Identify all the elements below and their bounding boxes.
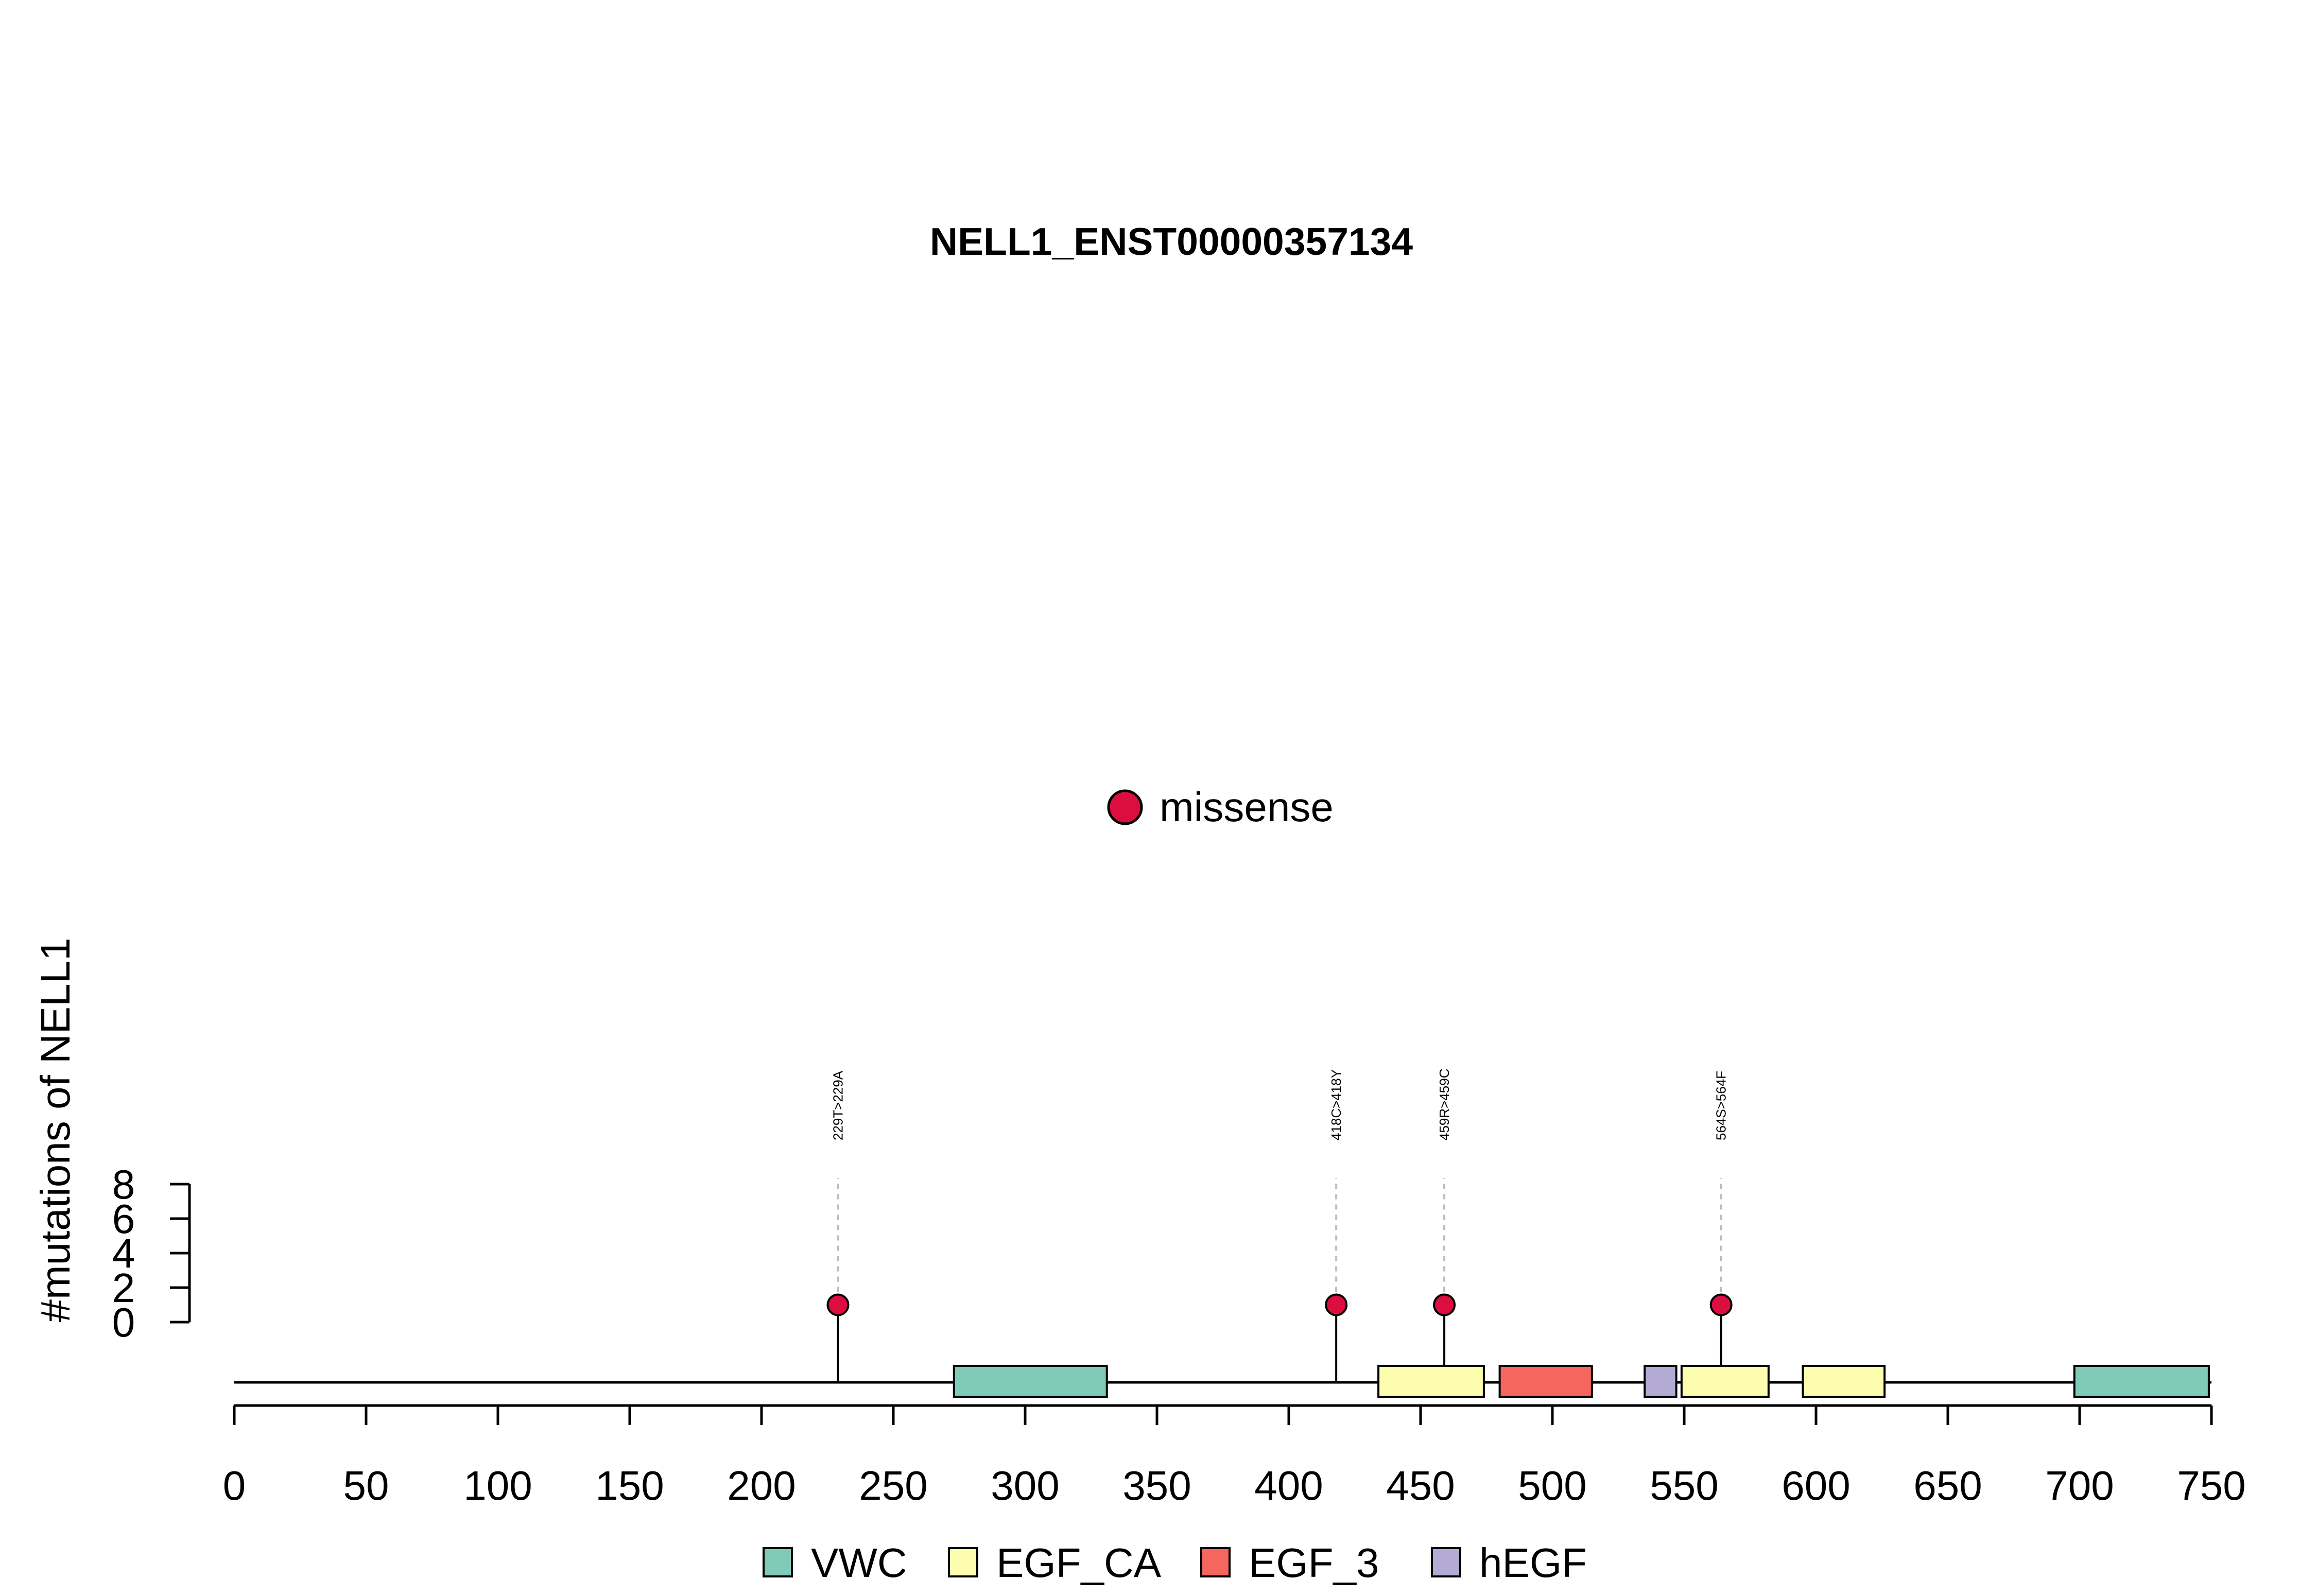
x-tick-label-550: 550 bbox=[1650, 1463, 1718, 1508]
protein-track bbox=[234, 1365, 2211, 1398]
x-tick-label-350: 350 bbox=[1122, 1463, 1191, 1508]
x-tick-label-450: 450 bbox=[1386, 1463, 1455, 1508]
legend-label-hEGF: hEGF bbox=[1479, 1540, 1587, 1586]
lollipop-head-229 bbox=[826, 1293, 850, 1316]
mutation-label-564: 564S>564F bbox=[1714, 1071, 1729, 1140]
mutation-label-229: 229T>229A bbox=[830, 1070, 845, 1140]
x-tick-label-300: 300 bbox=[991, 1463, 1059, 1508]
x-tick-label-100: 100 bbox=[463, 1463, 532, 1508]
y-tick-label-0: 0 bbox=[112, 1299, 135, 1345]
legend-swatch-hEGF bbox=[1431, 1547, 1461, 1577]
y-tick-label-2: 2 bbox=[112, 1265, 135, 1311]
x-axis: 0 50 100 150 200 250 300 350 400 450 500 550 600 650 7… bbox=[223, 1404, 2246, 1508]
legend-marker-missense bbox=[1107, 789, 1143, 825]
mutation-label-418: 418C>418Y bbox=[1328, 1069, 1344, 1140]
chart-title: NELL1_ENST00000357134 bbox=[930, 220, 1413, 263]
domain-hEGF-3 bbox=[1644, 1365, 1678, 1398]
lollipop-head-459 bbox=[1433, 1293, 1456, 1316]
domain-VWC-0 bbox=[953, 1365, 1108, 1398]
x-tick-label-0: 0 bbox=[223, 1463, 246, 1508]
x-tick-label-500: 500 bbox=[1518, 1463, 1586, 1508]
legend-swatch-VWC bbox=[763, 1547, 793, 1577]
legend-label-EGF_CA: EGF_CA bbox=[996, 1540, 1162, 1586]
x-tick-label-600: 600 bbox=[1782, 1463, 1850, 1508]
y-tick-label-6: 6 bbox=[112, 1196, 135, 1242]
legend-label-VWC: VWC bbox=[811, 1540, 907, 1586]
domain-EGF_3-2 bbox=[1498, 1365, 1593, 1398]
legend-label-EGF_3: EGF_3 bbox=[1249, 1540, 1379, 1586]
lollipop-head-564 bbox=[1709, 1293, 1733, 1316]
y-axis-label: #mutations of NELL1 bbox=[32, 938, 78, 1322]
domain-EGF_CA-1 bbox=[1377, 1365, 1485, 1398]
x-tick-label-700: 700 bbox=[2045, 1463, 2114, 1508]
x-tick-label-250: 250 bbox=[859, 1463, 927, 1508]
legend-swatch-EGF_3 bbox=[1200, 1547, 1231, 1577]
domain-legend: VWC EGF_CA EGF_3 hEGF bbox=[763, 1540, 1587, 1586]
x-tick-label-200: 200 bbox=[727, 1463, 796, 1508]
y-tick-label-4: 4 bbox=[112, 1230, 135, 1276]
y-tick-label-8: 8 bbox=[112, 1161, 135, 1207]
domain-VWC-6 bbox=[2073, 1365, 2210, 1398]
x-tick-label-400: 400 bbox=[1254, 1463, 1323, 1508]
legend-label-missense: missense bbox=[1160, 784, 1334, 830]
x-tick-label-150: 150 bbox=[595, 1463, 664, 1508]
legend-swatch-EGF_CA bbox=[948, 1547, 978, 1577]
domain-EGF_CA-5 bbox=[1802, 1365, 1886, 1398]
mutation-lollipops: 229T>229A 418C>418Y 459R>459C 564S>564F bbox=[826, 1069, 1733, 1382]
x-tick-label-750: 750 bbox=[2177, 1463, 2245, 1508]
mutation-label-459: 459R>459C bbox=[1437, 1069, 1452, 1141]
x-tick-label-650: 650 bbox=[1913, 1463, 1982, 1508]
domain-EGF_CA-4 bbox=[1680, 1365, 1770, 1398]
mutation-legend: missense bbox=[1107, 784, 1334, 830]
lollipop-head-418 bbox=[1325, 1293, 1348, 1316]
x-tick-label-50: 50 bbox=[343, 1463, 389, 1508]
